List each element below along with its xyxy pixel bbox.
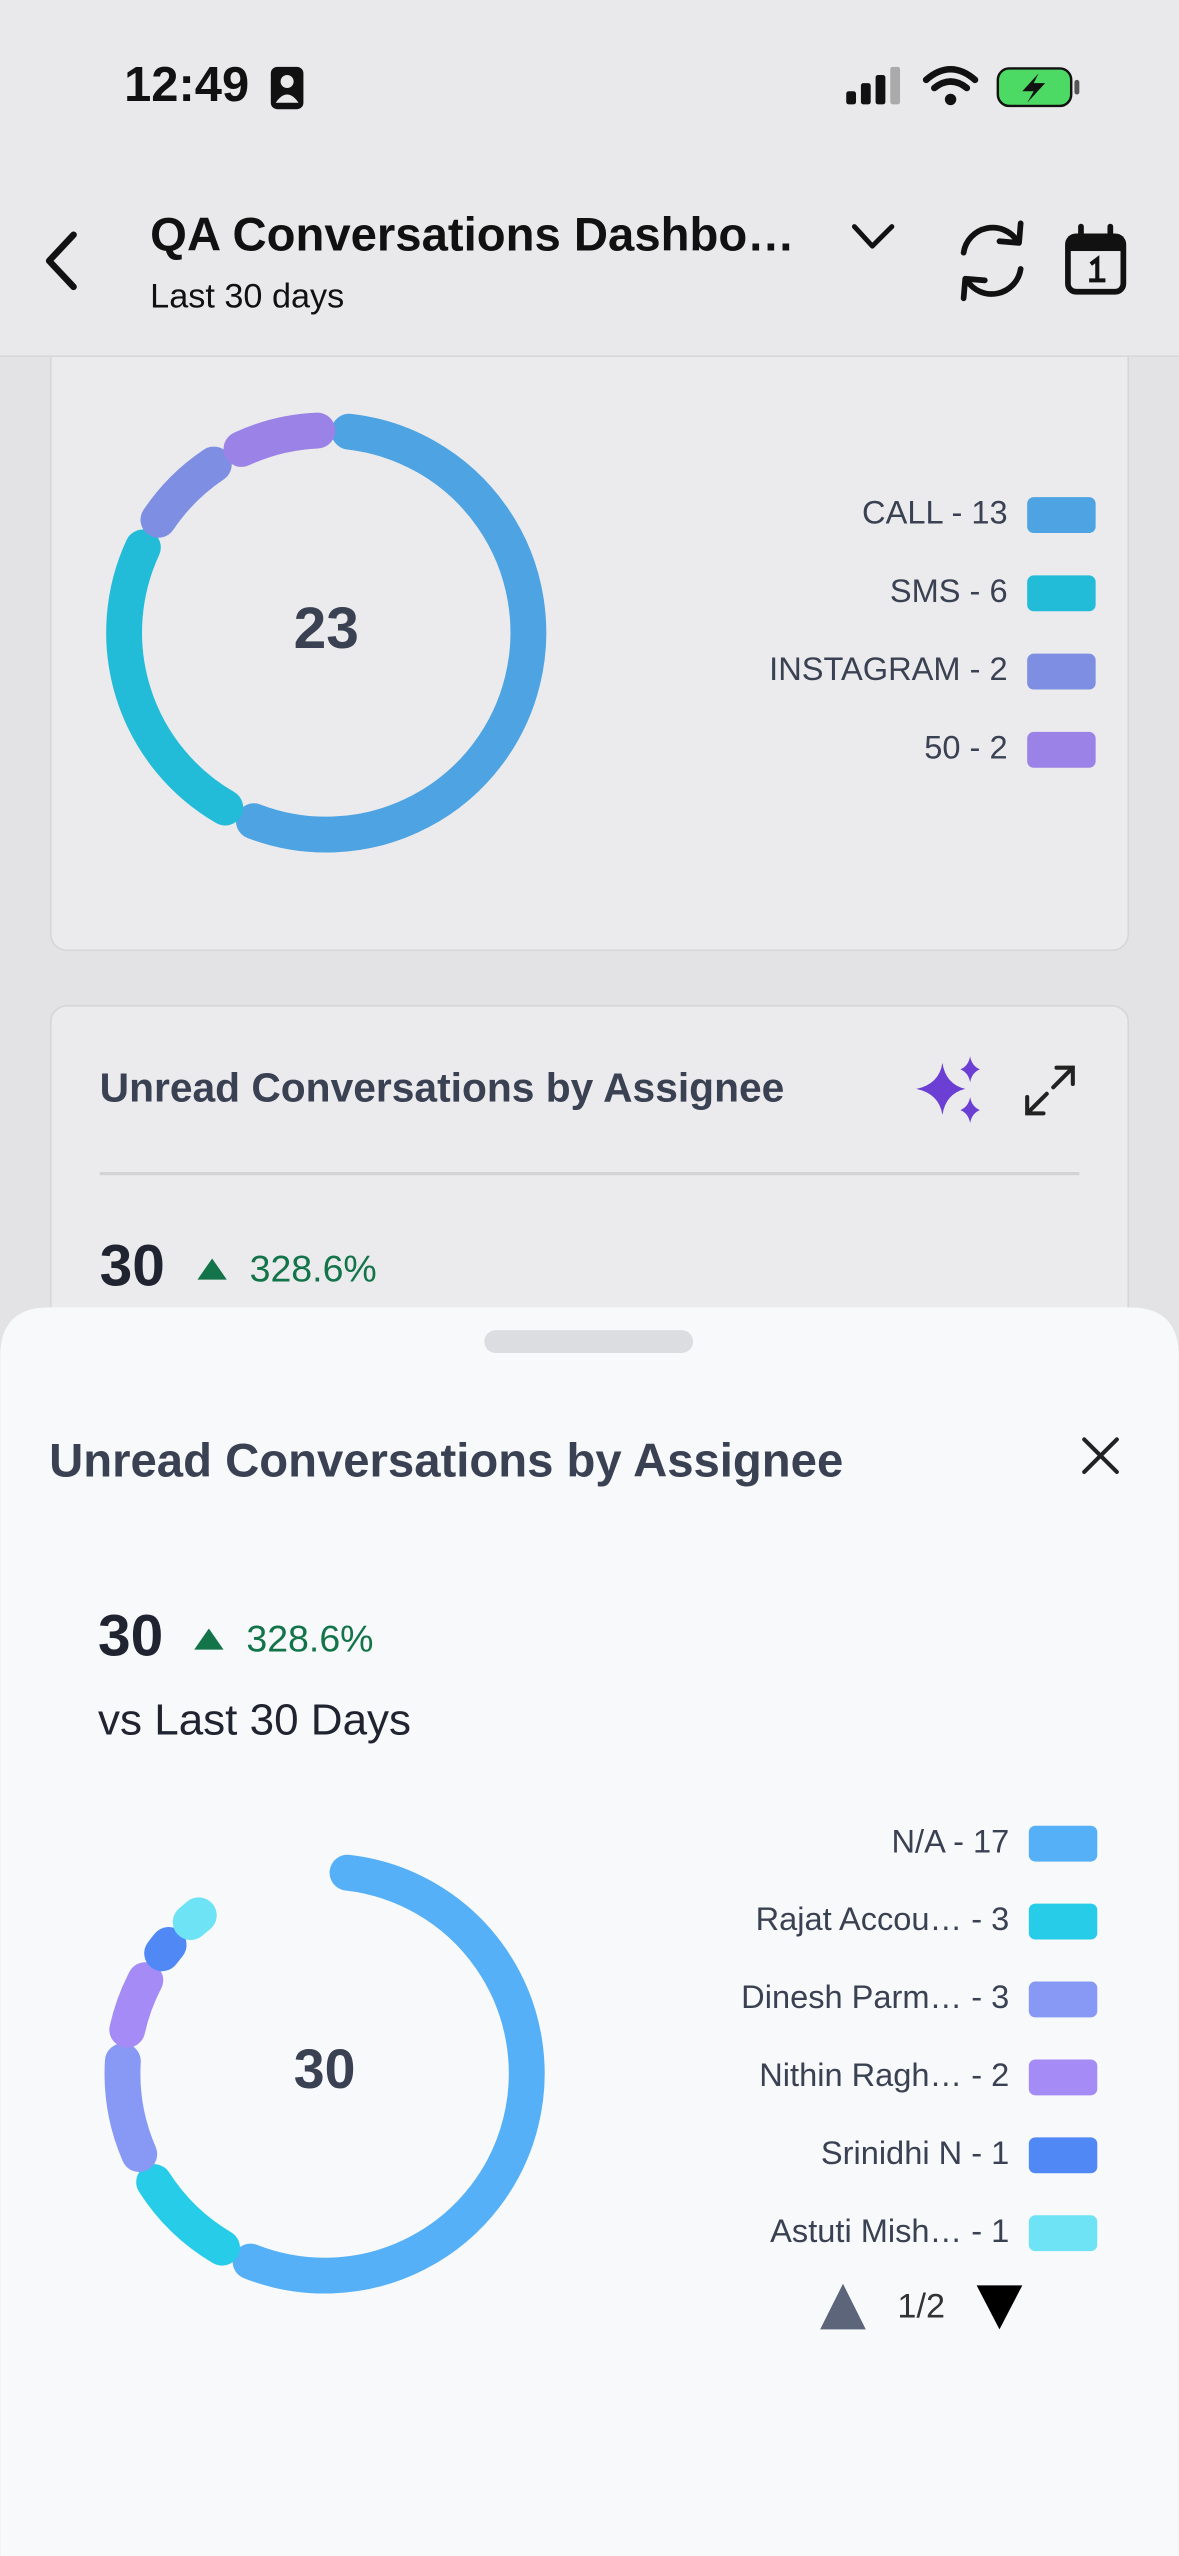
header-subtitle: Last 30 days [150, 277, 344, 315]
donut-segment [140, 446, 232, 538]
donut-segment [172, 1897, 217, 1941]
comparison-label: vs Last 30 Days [98, 1696, 411, 1745]
calendar-button[interactable] [1065, 223, 1127, 295]
legend-label: Astuti Mish… - 1 [770, 2212, 1009, 2249]
legend-swatch [1027, 653, 1096, 690]
metric-change: 328.6% [246, 1617, 373, 1659]
up-arrow [197, 1258, 227, 1280]
donut-segment [109, 1962, 164, 2048]
ai-sparkle-button[interactable] [916, 1056, 980, 1124]
donut-segment [235, 413, 547, 853]
donut-segment [136, 2164, 240, 2266]
legend-swatch [1028, 1981, 1098, 2018]
previous-page-button[interactable] [820, 2283, 866, 2330]
legend-swatch [1028, 1903, 1098, 1940]
up-arrow [194, 1628, 224, 1650]
donut-segment [223, 412, 336, 467]
donut-segment [232, 1854, 545, 2294]
legend-label: SMS - 6 [890, 572, 1008, 609]
back-button[interactable] [45, 231, 77, 291]
donut-total: 23 [294, 596, 359, 661]
legend-swatch [1028, 1825, 1098, 1862]
legend-label: N/A - 17 [891, 1822, 1009, 1859]
status-icons [270, 66, 1080, 110]
legend-label: CALL - 13 [862, 494, 1008, 531]
status-time: 12:49 [124, 58, 249, 112]
legend-swatch [1027, 575, 1096, 612]
donut-segment [144, 1926, 187, 1972]
legend-label: 50 - 2 [924, 728, 1007, 765]
refresh-button[interactable] [960, 220, 1024, 302]
expand-button[interactable] [1025, 1065, 1075, 1116]
bottom-sheet [0, 1307, 1179, 2556]
top-bar [0, 0, 1179, 356]
donut-segment [106, 529, 244, 826]
legend-swatch [1028, 2215, 1098, 2252]
legend-label: Nithin Ragh… - 2 [759, 2056, 1009, 2093]
donut-segment [104, 2043, 158, 2173]
donut-chart: CALL - 13 SMS - 6 INSTAGRAM - 2 50 - 2 23 [106, 412, 1096, 853]
close-button[interactable] [1082, 1437, 1119, 1475]
dropdown-button[interactable] [851, 224, 895, 249]
donut-total: 30 [294, 2038, 356, 2100]
legend-swatch [1027, 497, 1096, 534]
card [49, 308, 1130, 952]
sheet-handle[interactable] [484, 1330, 694, 1353]
legend-swatch [1027, 731, 1096, 768]
legend-label: INSTAGRAM - 2 [769, 650, 1007, 687]
donut-chart: N/A - 17 Rajat Accou… - 3 Dinesh Parm… - 3… [104, 1822, 1098, 2294]
legend-label: Dinesh Parm… - 3 [741, 1978, 1009, 2015]
next-page-button[interactable] [976, 2285, 1023, 2330]
pagination-label: 1/2 [897, 2287, 945, 2325]
legend-label: Rajat Accou… - 3 [756, 1900, 1010, 1937]
sheet-title: Unread Conversations by Assignee [49, 1434, 843, 1487]
header-title: QA Conversations Dashbo… [150, 208, 794, 261]
legend-label: Srinidhi N - 1 [821, 2134, 1009, 2171]
legend-swatch [1028, 2059, 1098, 2096]
metric-change: 328.6% [250, 1247, 377, 1289]
card-title: Unread Conversations by Assignee [100, 1064, 785, 1110]
metric-value: 30 [100, 1233, 165, 1298]
metric-value: 30 [98, 1603, 163, 1668]
legend-swatch [1028, 2137, 1098, 2174]
